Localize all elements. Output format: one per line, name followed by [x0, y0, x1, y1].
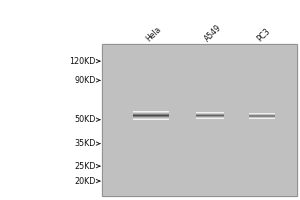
Text: 120KD: 120KD — [70, 57, 96, 66]
Text: 50KD: 50KD — [75, 115, 96, 124]
Text: 25KD: 25KD — [74, 162, 96, 171]
Text: A549: A549 — [203, 23, 223, 43]
Text: PC3: PC3 — [256, 26, 272, 43]
Text: 20KD: 20KD — [75, 177, 96, 186]
Text: 35KD: 35KD — [75, 139, 96, 148]
Text: Hela: Hela — [144, 24, 163, 43]
Text: 90KD: 90KD — [75, 76, 96, 85]
Bar — [102, 44, 297, 196]
Bar — [102, 44, 297, 196]
